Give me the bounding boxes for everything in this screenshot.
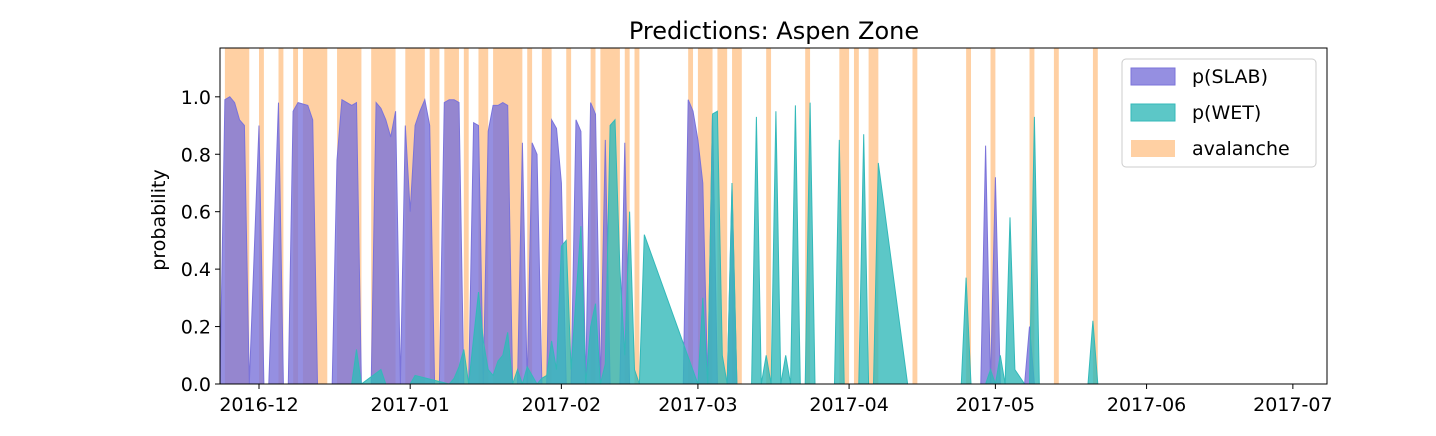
x-tick-label: 2017-04 bbox=[809, 394, 888, 416]
legend: p(SLAB) p(WET) avalanche bbox=[1121, 58, 1317, 168]
avalanche-band bbox=[1029, 48, 1035, 384]
avalanche-band bbox=[966, 48, 972, 384]
avalanche-band bbox=[912, 48, 918, 384]
x-tick-label: 2017-06 bbox=[1107, 394, 1186, 416]
y-tick-label: 1.0 bbox=[181, 87, 211, 109]
avalanche-band bbox=[990, 48, 996, 384]
y-axis: 0.0 0.2 0.4 0.6 0.8 1.0 bbox=[181, 87, 220, 396]
y-axis-label: probability bbox=[148, 169, 170, 270]
avalanche-band bbox=[527, 48, 533, 384]
x-tick-label: 2017-01 bbox=[370, 394, 449, 416]
plot-frame bbox=[219, 47, 1328, 385]
avalanche-band bbox=[1092, 48, 1098, 384]
avalanche-band bbox=[541, 48, 552, 384]
avalanche-band bbox=[429, 48, 440, 384]
avalanche-band bbox=[868, 48, 879, 384]
legend-swatch-slab bbox=[1130, 67, 1176, 86]
avalanche-band bbox=[1053, 48, 1059, 384]
x-axis: 2016-12 2017-01 2017-02 2017-03 2017-04 2017-… bbox=[219, 384, 1333, 416]
series-areas bbox=[220, 96, 1327, 384]
x-tick-label: 2016-12 bbox=[219, 394, 298, 416]
legend-label-slab: p(SLAB) bbox=[1192, 66, 1268, 88]
legend-swatch-wet bbox=[1130, 103, 1176, 122]
avalanche-band bbox=[717, 48, 728, 384]
series-area-wet bbox=[220, 102, 1327, 384]
y-tick-label: 0.8 bbox=[181, 144, 211, 166]
plot-area bbox=[220, 48, 1327, 384]
avalanche-band bbox=[766, 48, 772, 384]
legend-label-wet: p(WET) bbox=[1192, 102, 1261, 124]
avalanche-band bbox=[732, 48, 742, 384]
legend-label-avalanche: avalanche bbox=[1192, 138, 1290, 160]
y-tick-label: 0.4 bbox=[181, 259, 211, 281]
avalanche-band bbox=[463, 48, 469, 384]
x-tick-label: 2017-02 bbox=[522, 394, 601, 416]
avalanche-band bbox=[259, 48, 264, 384]
avalanche-band bbox=[478, 48, 489, 384]
avalanche-band bbox=[634, 48, 640, 384]
x-tick-label: 2017-03 bbox=[658, 394, 737, 416]
x-tick-label: 2017-05 bbox=[956, 394, 1035, 416]
avalanche-band bbox=[624, 48, 630, 384]
y-tick-label: 0.2 bbox=[181, 317, 211, 339]
series-area-slab bbox=[220, 96, 1327, 384]
chart-title: Predictions: Aspen Zone bbox=[629, 17, 919, 45]
x-tick-label: 2017-07 bbox=[1253, 394, 1332, 416]
avalanche-band bbox=[839, 48, 850, 384]
y-tick-label: 0.6 bbox=[181, 202, 211, 224]
avalanche-band bbox=[853, 48, 859, 384]
y-tick-label: 0.0 bbox=[181, 374, 211, 396]
avalanche-band bbox=[566, 48, 572, 384]
legend-swatch-avalanche bbox=[1131, 140, 1175, 157]
